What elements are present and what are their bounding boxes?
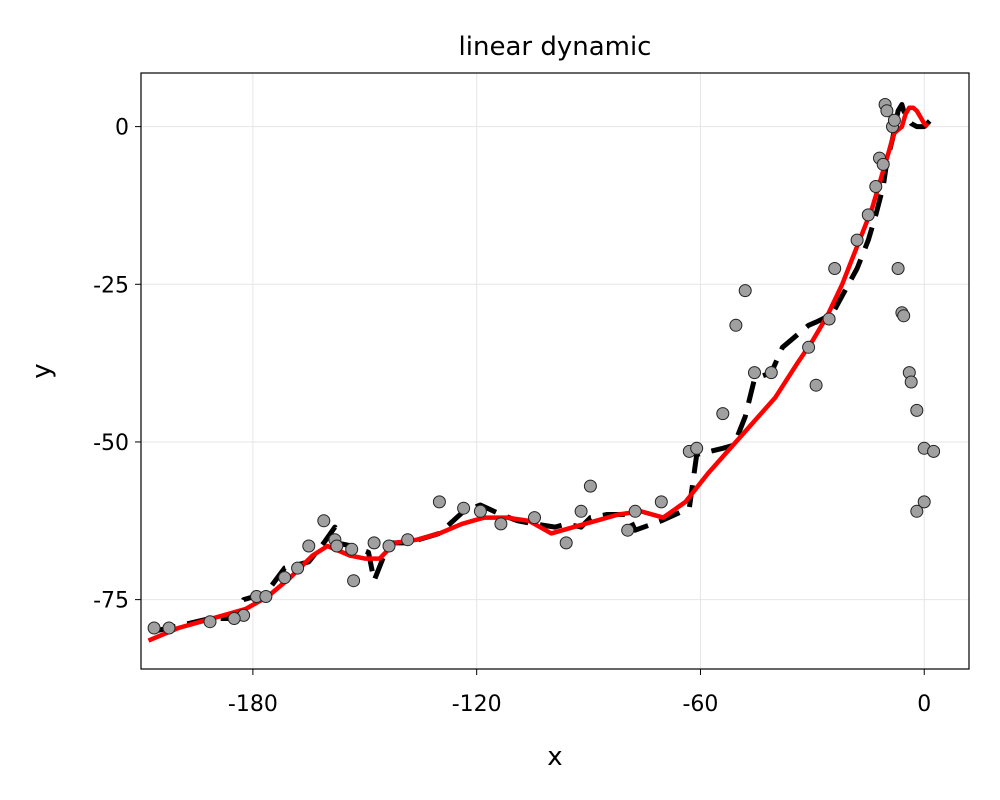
chart-title: linear dynamic [459, 32, 652, 62]
data-point [227, 612, 241, 625]
data-point [917, 495, 931, 509]
data-point [628, 504, 642, 518]
data-point [432, 495, 446, 509]
y-tick-label: 0 [115, 116, 129, 141]
y-axis-label: y [27, 363, 57, 378]
data-point [162, 621, 176, 635]
data-point [891, 262, 905, 275]
data-point [822, 312, 836, 326]
data-point [347, 574, 361, 588]
data-point [317, 514, 331, 528]
y-tick-label: -25 [93, 273, 129, 298]
data-point [904, 375, 918, 389]
data-point [869, 180, 883, 193]
y-tick-label: -75 [93, 589, 129, 614]
data-point [850, 233, 864, 247]
data-point [367, 536, 381, 550]
data-point [748, 366, 761, 380]
data-point [910, 403, 924, 417]
plot-frame [140, 72, 970, 670]
ticks: -180 -120 -60 0 0 -25 -50 -75 [93, 116, 931, 717]
data-point [259, 590, 273, 603]
data-point [927, 444, 941, 458]
data-point [654, 495, 668, 509]
data-point [897, 309, 911, 323]
x-tick-label: -180 [228, 692, 278, 717]
data-point [559, 536, 573, 550]
x-tick-label: 0 [917, 692, 931, 717]
data-point [382, 539, 396, 553]
data-point [203, 615, 217, 629]
data-point [716, 407, 730, 421]
data-point [583, 479, 597, 493]
series-layer [147, 98, 941, 643]
x-tick-label: -120 [452, 692, 502, 717]
data-point [302, 539, 316, 553]
data-point [345, 542, 359, 556]
data-point [291, 561, 305, 575]
data-point [880, 104, 894, 118]
data-point [809, 378, 823, 392]
data-point [621, 523, 635, 537]
data-point [738, 284, 752, 298]
data-point [729, 318, 743, 332]
data-point [910, 504, 924, 518]
data-point [147, 621, 161, 635]
data-point [473, 504, 487, 518]
data-point [876, 157, 890, 171]
data-point [802, 340, 816, 354]
grid [141, 73, 969, 669]
data-point [330, 539, 344, 553]
x-tick-label: -60 [682, 692, 718, 717]
data-point [861, 208, 875, 222]
data-point [690, 441, 704, 455]
data-point [764, 366, 778, 380]
data-point [574, 504, 588, 518]
x-axis-label: x [547, 742, 562, 772]
data-point [828, 262, 842, 275]
data-point [457, 501, 471, 515]
y-tick-label: -50 [93, 431, 129, 456]
data-point [401, 533, 415, 547]
data-point [494, 517, 508, 531]
data-point [278, 571, 292, 585]
data-point [887, 113, 901, 127]
data-point [528, 511, 541, 525]
